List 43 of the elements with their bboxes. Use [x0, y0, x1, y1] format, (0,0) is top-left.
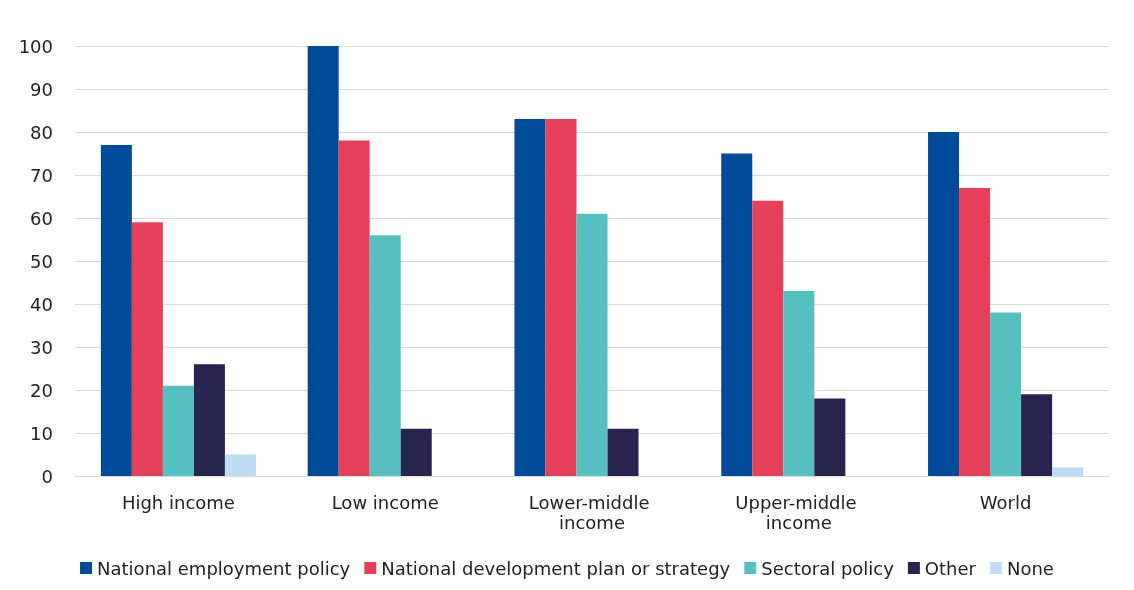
bar [131, 222, 163, 476]
bar [959, 187, 991, 476]
x-tick-label: Upper-middle income [735, 491, 863, 533]
x-tick-label: Lower-middle income [528, 491, 656, 533]
legend-label: National development plan or strategy [381, 557, 731, 579]
bar [338, 140, 370, 476]
bar [814, 398, 846, 476]
x-tick-label: High income [121, 491, 235, 513]
bar [607, 428, 639, 476]
bar [193, 364, 225, 476]
bar [307, 46, 339, 476]
y-tick-label: 10 [30, 422, 53, 444]
legend-label: Other [924, 557, 977, 579]
bar [400, 428, 432, 476]
y-tick-label: 20 [30, 379, 53, 401]
legend-label: National employment policy [97, 557, 351, 579]
y-tick-label: 100 [18, 35, 53, 57]
bar [100, 144, 132, 476]
bar [545, 119, 577, 476]
legend-label: Sectoral policy [761, 557, 895, 579]
y-tick-label: 80 [30, 121, 53, 143]
y-tick-label: 40 [30, 293, 53, 315]
bar [752, 200, 784, 476]
y-tick-label: 50 [30, 250, 53, 272]
bar [369, 235, 401, 476]
y-tick-label: 0 [41, 465, 53, 487]
bar [783, 291, 815, 476]
bar [224, 454, 256, 476]
bar [990, 312, 1022, 476]
x-tick-label: Low income [331, 491, 439, 513]
bar [928, 132, 960, 476]
y-tick-label: 90 [30, 78, 53, 100]
legend-label: None [1006, 557, 1054, 579]
bar [1021, 394, 1053, 476]
bar [576, 213, 608, 476]
bar [1052, 467, 1084, 476]
y-tick-label: 60 [30, 207, 53, 229]
bar [721, 153, 753, 476]
y-tick-label: 30 [30, 336, 53, 358]
x-tick-label: World [979, 491, 1032, 513]
y-tick-label: 70 [30, 164, 53, 186]
bar [162, 385, 194, 476]
bar [514, 119, 546, 476]
